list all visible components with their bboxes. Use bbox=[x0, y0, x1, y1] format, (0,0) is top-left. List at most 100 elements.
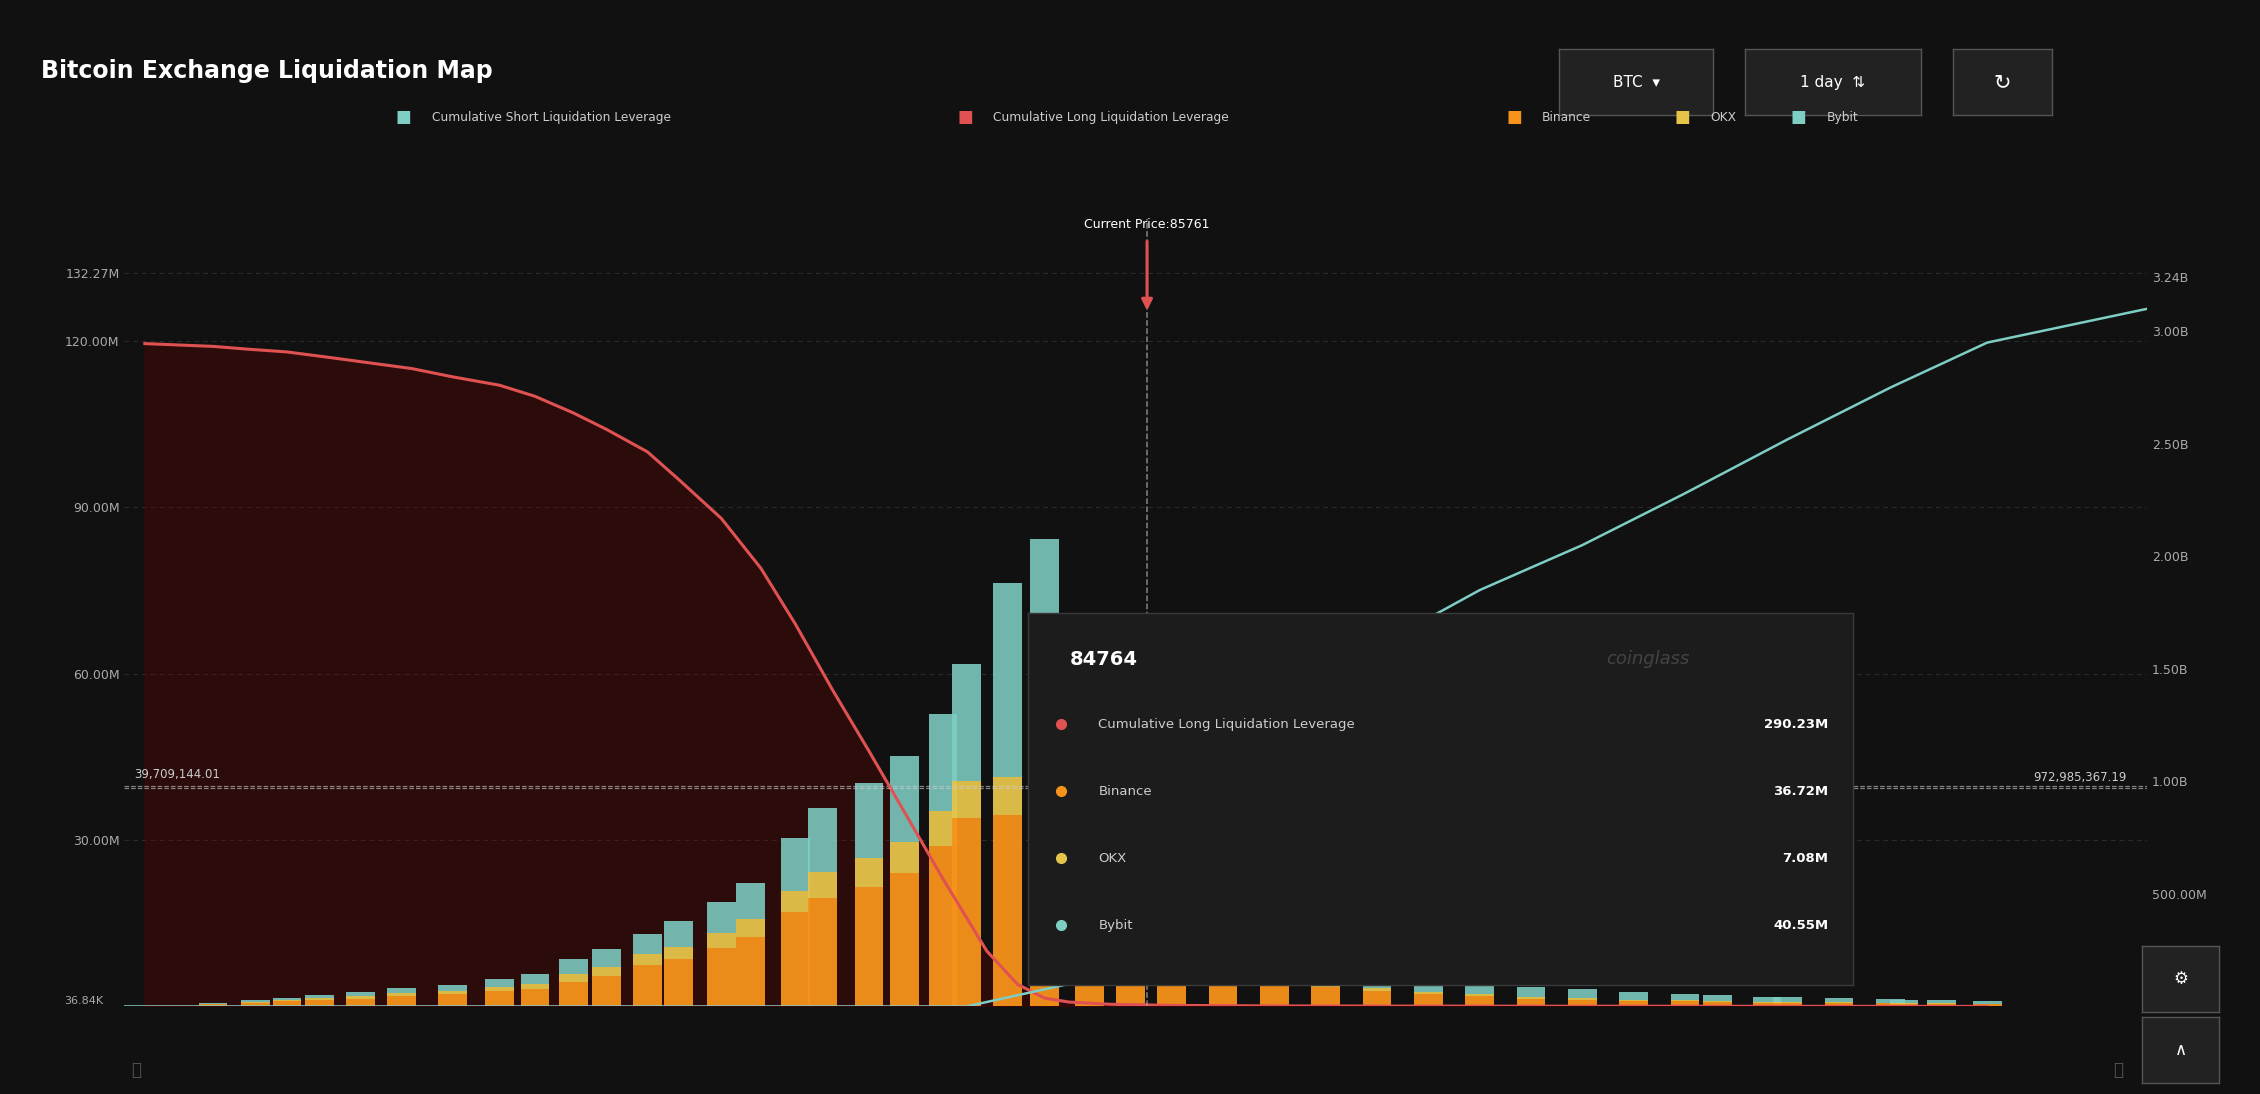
Bar bbox=[242, 1000, 271, 1002]
Bar bbox=[929, 812, 958, 846]
Text: Bybit: Bybit bbox=[1826, 110, 1858, 124]
Bar bbox=[707, 903, 734, 933]
Bar bbox=[1311, 987, 1340, 1006]
Bar bbox=[1928, 1004, 1955, 1006]
Bar bbox=[1876, 1003, 1905, 1006]
Text: 39,709,144.01: 39,709,144.01 bbox=[136, 768, 221, 781]
Bar bbox=[520, 989, 549, 1006]
Text: ∧: ∧ bbox=[2174, 1041, 2188, 1059]
Bar bbox=[305, 999, 334, 1000]
Bar bbox=[1464, 981, 1494, 994]
Text: ■: ■ bbox=[1790, 108, 1806, 126]
Bar bbox=[951, 781, 981, 818]
Bar bbox=[592, 950, 622, 967]
Bar bbox=[1415, 976, 1442, 992]
Bar bbox=[1464, 997, 1494, 1006]
Bar bbox=[1209, 970, 1236, 976]
Bar bbox=[438, 985, 468, 991]
Text: Bitcoin Exchange Liquidation Map: Bitcoin Exchange Liquidation Map bbox=[41, 59, 493, 83]
Bar bbox=[929, 846, 958, 1006]
Bar bbox=[1116, 940, 1146, 951]
Bar bbox=[1774, 998, 1801, 1002]
Bar bbox=[992, 777, 1022, 815]
Bar bbox=[1824, 998, 1853, 1002]
Bar bbox=[890, 841, 920, 873]
Bar bbox=[1259, 981, 1288, 1006]
Bar bbox=[1464, 994, 1494, 997]
Bar bbox=[1031, 764, 1060, 803]
Bar bbox=[992, 583, 1022, 777]
Bar bbox=[854, 783, 884, 859]
Bar bbox=[558, 981, 588, 1006]
Bar bbox=[780, 892, 809, 912]
Text: ■: ■ bbox=[1505, 108, 1521, 126]
Text: Bybit: Bybit bbox=[1098, 919, 1132, 932]
Bar bbox=[1116, 951, 1146, 1006]
Bar bbox=[1031, 538, 1060, 764]
Bar bbox=[1415, 992, 1442, 994]
Bar bbox=[1311, 958, 1340, 984]
Bar bbox=[346, 997, 375, 999]
Text: Cumulative Long Liquidation Leverage: Cumulative Long Liquidation Leverage bbox=[994, 110, 1229, 124]
Bar bbox=[1209, 932, 1236, 970]
Bar bbox=[633, 954, 662, 965]
Bar bbox=[1259, 946, 1288, 977]
Text: BTC  ▾: BTC ▾ bbox=[1614, 74, 1659, 90]
Text: ■: ■ bbox=[1675, 108, 1690, 126]
Bar bbox=[1618, 1000, 1648, 1001]
Bar bbox=[737, 919, 764, 938]
Bar bbox=[707, 933, 734, 948]
Bar bbox=[1973, 1001, 2002, 1003]
Bar bbox=[633, 965, 662, 1006]
Bar bbox=[780, 912, 809, 1006]
Bar bbox=[242, 1002, 271, 1006]
Bar bbox=[1702, 996, 1731, 1001]
Bar bbox=[1076, 819, 1103, 913]
Bar bbox=[438, 991, 468, 994]
Bar bbox=[1076, 913, 1103, 929]
Bar bbox=[1157, 908, 1187, 957]
Bar bbox=[273, 1001, 301, 1006]
Text: Cumulative Short Liquidation Leverage: Cumulative Short Liquidation Leverage bbox=[432, 110, 671, 124]
Bar bbox=[1889, 1000, 1919, 1003]
Text: Binance: Binance bbox=[1098, 784, 1153, 798]
Bar bbox=[592, 967, 622, 976]
Bar bbox=[737, 883, 764, 919]
Bar bbox=[520, 974, 549, 984]
Bar bbox=[1973, 1004, 2002, 1006]
Bar bbox=[1928, 1000, 1955, 1003]
Bar bbox=[1568, 989, 1596, 998]
Text: 7.08M: 7.08M bbox=[1783, 851, 1828, 864]
Bar bbox=[890, 756, 920, 841]
Bar bbox=[558, 959, 588, 975]
Bar bbox=[273, 998, 301, 1000]
Bar bbox=[199, 1004, 228, 1006]
Bar bbox=[809, 898, 836, 1006]
Text: Current Price:85761: Current Price:85761 bbox=[1085, 218, 1209, 231]
Bar bbox=[486, 979, 513, 987]
Bar bbox=[929, 714, 958, 812]
Bar bbox=[273, 1000, 301, 1001]
Text: ↻: ↻ bbox=[1993, 72, 2011, 92]
Bar bbox=[386, 997, 416, 1006]
Bar bbox=[1157, 965, 1187, 1006]
Bar bbox=[1824, 1003, 1853, 1006]
Bar bbox=[737, 938, 764, 1006]
Bar bbox=[386, 989, 416, 993]
Bar bbox=[1116, 873, 1146, 940]
Bar bbox=[305, 1000, 334, 1006]
Bar bbox=[1754, 997, 1781, 1002]
Text: OKX: OKX bbox=[1098, 851, 1128, 864]
Text: 290.23M: 290.23M bbox=[1765, 718, 1828, 731]
Text: ⏸: ⏸ bbox=[131, 1061, 140, 1079]
Bar bbox=[592, 976, 622, 1006]
Text: 1 day  ⇅: 1 day ⇅ bbox=[1801, 74, 1864, 90]
Bar bbox=[346, 992, 375, 997]
Text: 36.84K: 36.84K bbox=[66, 997, 104, 1006]
Text: 40.55M: 40.55M bbox=[1774, 919, 1828, 932]
Bar bbox=[809, 872, 836, 898]
Bar bbox=[386, 993, 416, 997]
Bar bbox=[1889, 1003, 1919, 1006]
Bar bbox=[1363, 988, 1392, 991]
Bar bbox=[854, 859, 884, 887]
